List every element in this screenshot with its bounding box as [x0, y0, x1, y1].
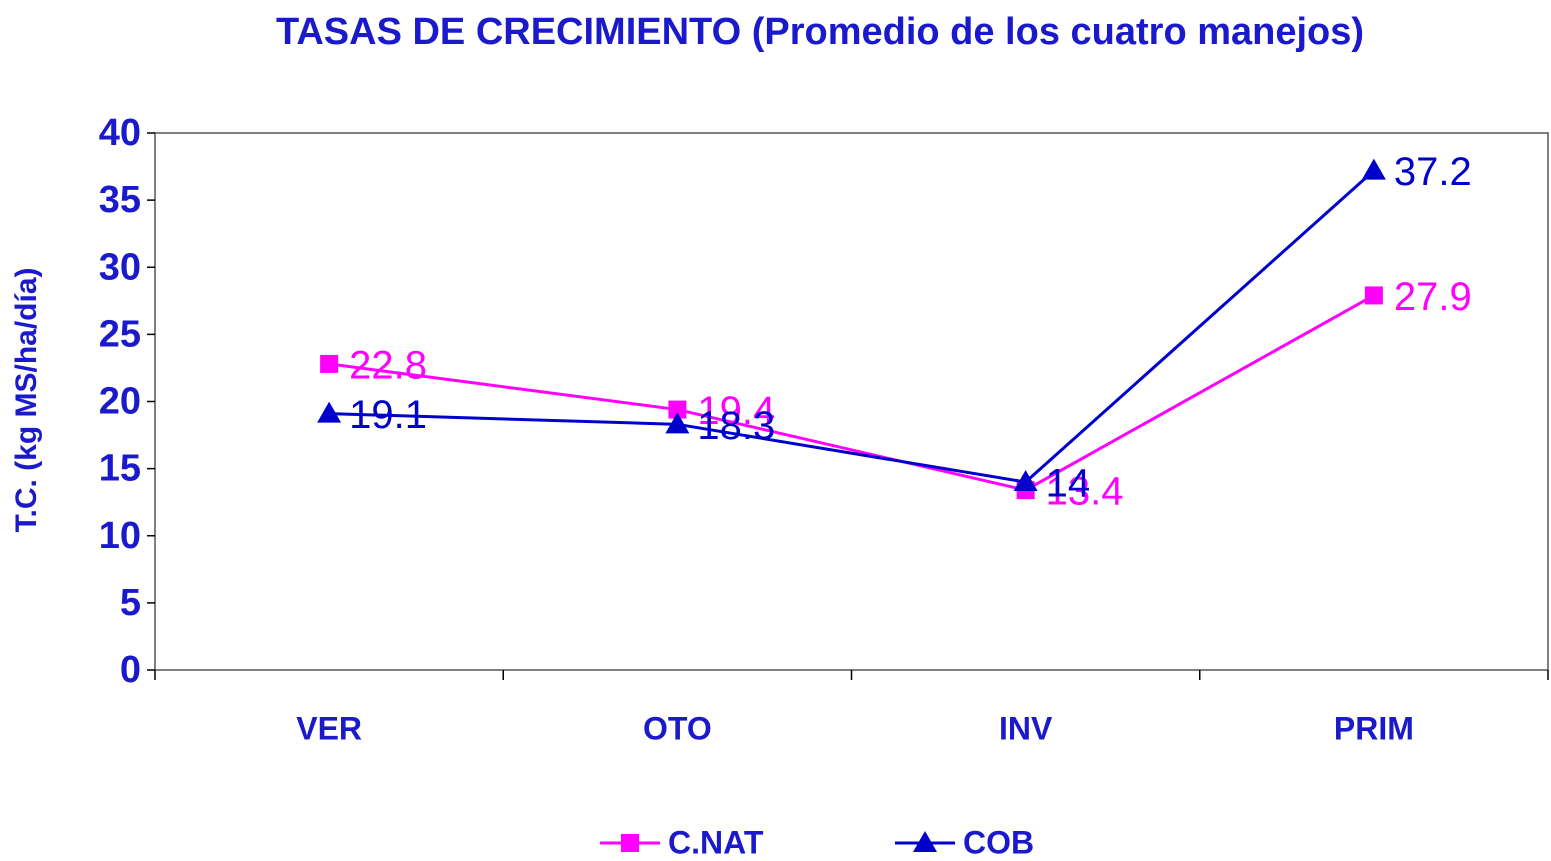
y-tick-label: 20: [99, 381, 141, 423]
y-tick-label: 30: [99, 246, 141, 288]
y-tick-label: 15: [99, 448, 141, 490]
data-label: 27.9: [1394, 275, 1472, 319]
x-tick-label: INV: [999, 710, 1053, 746]
marker: [317, 401, 342, 423]
x-tick-label: OTO: [643, 710, 712, 746]
data-label: 19.1: [349, 393, 427, 437]
x-tick-label: PRIM: [1334, 710, 1414, 746]
y-axis-label: T.C. (kg MS/ha/día): [10, 267, 43, 532]
series-line: [328, 294, 1375, 492]
series-line: [329, 169, 1375, 484]
data-label: 22.8: [349, 343, 427, 387]
data-label: 37.2: [1394, 150, 1472, 194]
y-tick-label: 35: [99, 179, 141, 221]
x-tick-label: VER: [296, 710, 362, 746]
data-label: 13.4: [1046, 470, 1124, 514]
data-label: 14: [1046, 462, 1091, 506]
y-tick-label: 40: [99, 112, 141, 154]
y-tick-label: 10: [99, 515, 141, 557]
legend-label: C.NAT: [668, 824, 764, 860]
marker: [1013, 470, 1038, 492]
marker: [1364, 286, 1383, 305]
marker: [668, 400, 687, 419]
marker: [1361, 158, 1386, 180]
data-label: 19.4: [697, 389, 775, 433]
data-label: 18.3: [697, 404, 775, 448]
y-tick-label: 5: [120, 582, 141, 624]
legend-label: COB: [963, 824, 1034, 860]
marker: [621, 834, 639, 852]
y-tick-label: 25: [99, 313, 141, 355]
marker: [320, 354, 339, 373]
marker: [665, 412, 690, 434]
chart-title: TASAS DE CRECIMIENTO (Promedio de los cu…: [275, 11, 1365, 53]
marker: [913, 831, 937, 852]
y-tick-label: 0: [120, 649, 141, 691]
